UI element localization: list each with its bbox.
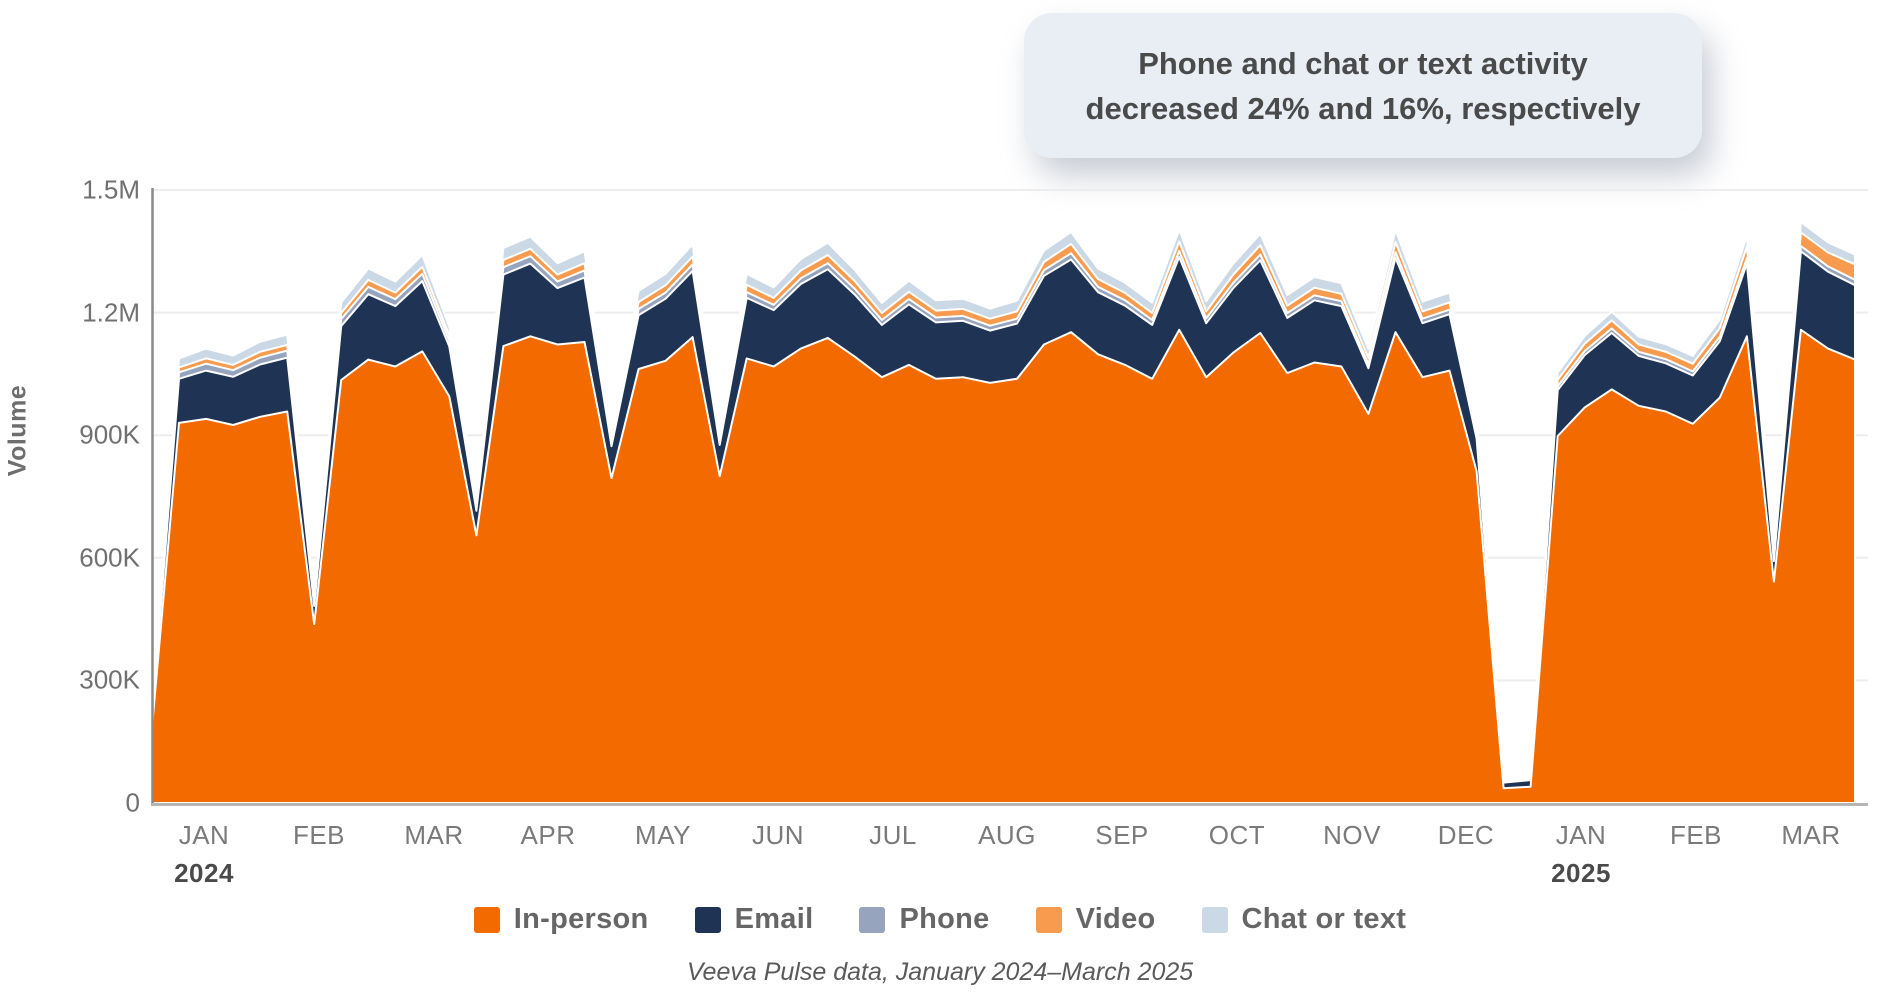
legend-item-chat-or-text: Chat or text [1201, 903, 1407, 936]
legend-label: In-person [513, 903, 649, 935]
month-label-MAR: MAR [404, 820, 464, 850]
legend-swatch [473, 906, 500, 933]
legend-item-video: Video [1035, 903, 1156, 936]
legend-item-phone: Phone [859, 903, 989, 936]
annotation-text: Phone and chat or text activity decrease… [1086, 41, 1641, 131]
annotation-line1: Phone and chat or text activity [1138, 45, 1588, 81]
month-label-APR: APR [520, 820, 576, 850]
legend-label: Video [1075, 903, 1156, 935]
month-label-FEB: FEB [292, 820, 346, 850]
y-tick-300K: 300K [79, 664, 140, 695]
y-tick-900K: 900K [79, 419, 140, 450]
legend-swatch [694, 906, 721, 933]
y-axis-title: Volume [3, 384, 32, 477]
annotation-line2: decreased 24% and 16%, respectively [1085, 90, 1641, 126]
month-label-JAN-2025: JAN 2025 [1551, 820, 1611, 888]
legend-item-email: Email [694, 903, 814, 936]
month-label-NOV: NOV [1323, 820, 1381, 850]
y-tick-1.5M: 1.5M [82, 174, 140, 205]
month-label-JUL: JUL [869, 820, 917, 850]
y-tick-1.2M: 1.2M [82, 297, 140, 328]
y-tick-0: 0 [125, 787, 140, 818]
month-label-JUN: JUN [751, 820, 805, 850]
chart-legend: In-person Email Phone Video Chat or text [0, 903, 1880, 936]
month-label-AUG: AUG [978, 820, 1036, 850]
month-label-MAY: MAY [635, 820, 691, 850]
annotation-callout: Phone and chat or text activity decrease… [1024, 13, 1702, 158]
month-label-MAR: MAR [1781, 820, 1841, 850]
area-in-person [151, 328, 1856, 804]
source-caption: Veeva Pulse data, January 2024–March 202… [686, 958, 1194, 986]
legend-label: Chat or text [1241, 903, 1407, 935]
month-label-SEP: SEP [1095, 820, 1149, 850]
legend-item-in-person: In-person [473, 903, 649, 936]
legend-swatch [1035, 906, 1062, 933]
month-label-OCT: OCT [1208, 820, 1266, 850]
month-label-JAN-2024: JAN 2024 [174, 820, 234, 888]
legend-swatch [1201, 906, 1228, 933]
y-tick-600K: 600K [79, 542, 140, 573]
month-label-DEC: DEC [1437, 820, 1495, 850]
month-label-FEB: FEB [1669, 820, 1723, 850]
legend-label: Phone [899, 903, 990, 935]
legend-swatch [859, 906, 886, 933]
legend-label: Email [734, 903, 814, 935]
